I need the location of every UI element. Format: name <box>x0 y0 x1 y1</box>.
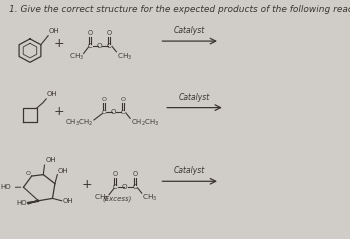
Text: O: O <box>101 97 106 102</box>
Text: C: C <box>132 184 137 190</box>
Text: HO: HO <box>0 184 11 190</box>
Text: O: O <box>26 171 31 176</box>
Text: O: O <box>132 171 137 177</box>
Text: 1. Give the correct structure for the expected products of the following reactio: 1. Give the correct structure for the ex… <box>9 5 350 14</box>
Text: (Excess): (Excess) <box>103 196 132 202</box>
Text: HO: HO <box>16 200 27 206</box>
Text: CH$_3$CH$_2$: CH$_3$CH$_2$ <box>65 118 93 128</box>
Text: O: O <box>97 43 102 49</box>
Text: O: O <box>88 30 92 36</box>
Text: O: O <box>111 109 116 115</box>
Text: CH$_2$CH$_3$: CH$_2$CH$_3$ <box>131 118 159 128</box>
Text: +: + <box>54 105 64 118</box>
Text: CH$_3$: CH$_3$ <box>142 193 158 203</box>
Text: +: + <box>54 37 64 50</box>
Polygon shape <box>28 200 38 204</box>
Text: O: O <box>122 184 128 190</box>
Text: OH: OH <box>49 28 59 34</box>
Text: C: C <box>113 184 117 190</box>
Text: OH: OH <box>62 198 73 204</box>
Text: CH$_3$: CH$_3$ <box>94 193 110 203</box>
Text: Catalyst: Catalyst <box>174 26 205 35</box>
Text: O: O <box>121 97 126 102</box>
Text: C: C <box>121 110 125 115</box>
Text: CH$_3$: CH$_3$ <box>69 51 84 62</box>
Text: O: O <box>113 171 118 177</box>
Text: OH: OH <box>45 157 56 163</box>
Text: C: C <box>102 110 106 115</box>
Text: CH$_3$: CH$_3$ <box>117 51 132 62</box>
Text: Catalyst: Catalyst <box>174 166 205 175</box>
Text: O: O <box>107 30 112 36</box>
Text: C: C <box>88 43 92 49</box>
Text: +: + <box>82 178 92 191</box>
Text: OH: OH <box>58 168 68 174</box>
Text: C: C <box>107 43 111 49</box>
Text: OH: OH <box>47 91 57 98</box>
Text: Catalyst: Catalyst <box>179 93 210 102</box>
